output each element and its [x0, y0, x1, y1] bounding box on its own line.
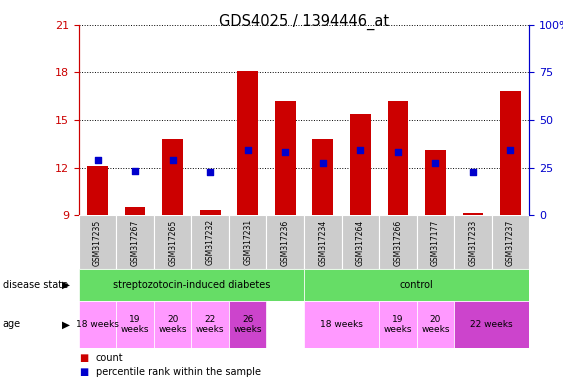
Bar [191, 215, 229, 269]
Text: 22
weeks: 22 weeks [196, 315, 225, 334]
Point [93, 157, 102, 163]
Point [168, 157, 177, 163]
Text: GSM317177: GSM317177 [431, 219, 440, 266]
Bar [304, 269, 529, 301]
Bar [117, 215, 154, 269]
Text: GSM317232: GSM317232 [205, 219, 215, 265]
Bar [154, 301, 191, 348]
Point [506, 147, 515, 153]
Bar [417, 215, 454, 269]
Text: GSM317236: GSM317236 [281, 219, 290, 266]
Point [394, 149, 403, 155]
Point [468, 169, 477, 175]
Bar [350, 114, 370, 215]
Point [131, 167, 140, 174]
Bar [79, 215, 117, 269]
Bar [417, 301, 454, 348]
Text: 22 weeks: 22 weeks [470, 320, 513, 329]
Bar [125, 207, 145, 215]
Text: 20
weeks: 20 weeks [421, 315, 450, 334]
Bar [79, 301, 117, 348]
Bar [379, 301, 417, 348]
Text: control: control [400, 280, 434, 290]
Bar [79, 269, 304, 301]
Bar [162, 139, 183, 215]
Text: count: count [96, 353, 123, 363]
Text: GSM317231: GSM317231 [243, 219, 252, 265]
Text: GSM317266: GSM317266 [394, 219, 403, 266]
Text: 19
weeks: 19 weeks [383, 315, 412, 334]
Bar [304, 301, 379, 348]
Text: percentile rank within the sample: percentile rank within the sample [96, 367, 261, 377]
Point [281, 149, 290, 155]
Text: GSM317264: GSM317264 [356, 219, 365, 266]
Bar [238, 71, 258, 215]
Text: GSM317265: GSM317265 [168, 219, 177, 266]
Text: 19
weeks: 19 weeks [121, 315, 149, 334]
Point [356, 147, 365, 153]
Bar [87, 166, 108, 215]
Bar [463, 214, 483, 215]
Bar [266, 215, 304, 269]
Text: ■: ■ [79, 353, 88, 363]
Point [205, 169, 215, 175]
Text: GDS4025 / 1394446_at: GDS4025 / 1394446_at [219, 13, 389, 30]
Bar [275, 101, 296, 215]
Bar [454, 301, 529, 348]
Text: ▶: ▶ [62, 280, 70, 290]
Text: GSM317237: GSM317237 [506, 219, 515, 266]
Bar [117, 301, 154, 348]
Bar [387, 101, 408, 215]
Text: disease state: disease state [3, 280, 68, 290]
Text: GSM317234: GSM317234 [318, 219, 327, 266]
Bar [491, 215, 529, 269]
Point [318, 160, 327, 166]
Text: ■: ■ [79, 367, 88, 377]
Bar [304, 215, 342, 269]
Text: 26
weeks: 26 weeks [234, 315, 262, 334]
Bar [154, 215, 191, 269]
Bar [379, 215, 417, 269]
Point [243, 147, 252, 153]
Bar [500, 91, 521, 215]
Text: 20
weeks: 20 weeks [158, 315, 187, 334]
Bar [312, 139, 333, 215]
Bar [191, 301, 229, 348]
Text: streptozotocin-induced diabetes: streptozotocin-induced diabetes [113, 280, 270, 290]
Bar [200, 210, 221, 215]
Text: GSM317233: GSM317233 [468, 219, 477, 266]
Bar [342, 215, 379, 269]
Bar [425, 150, 446, 215]
Bar [229, 215, 266, 269]
Text: age: age [3, 319, 21, 329]
Point [431, 160, 440, 166]
Bar [454, 215, 491, 269]
Text: GSM317235: GSM317235 [93, 219, 102, 266]
Bar [229, 301, 266, 348]
Text: 18 weeks: 18 weeks [76, 320, 119, 329]
Text: ▶: ▶ [62, 319, 70, 329]
Text: 18 weeks: 18 weeks [320, 320, 363, 329]
Text: GSM317267: GSM317267 [131, 219, 140, 266]
